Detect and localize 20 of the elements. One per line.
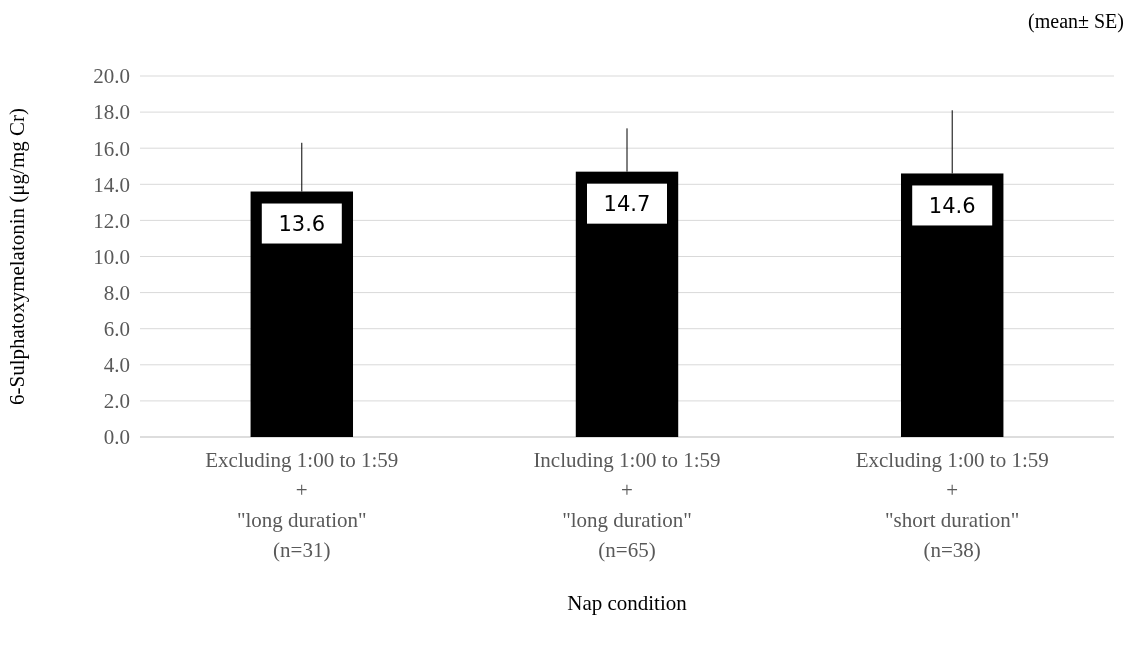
y-tick-label: 18.0: [93, 100, 130, 125]
y-axis-title: 6-Sulphatoxymelatonin (μg/mg Cr): [5, 107, 29, 406]
y-tick-label: 20.0: [93, 64, 130, 89]
y-tick-label: 16.0: [93, 136, 130, 161]
data-label: 14.6: [928, 193, 976, 218]
y-tick-label: 2.0: [103, 389, 130, 414]
data-label: 13.6: [278, 211, 326, 236]
x-tick-label: Excluding 1:00 to 1:59 + "long duration" (n=31): [205, 448, 399, 562]
y-tick-label: 8.0: [103, 280, 130, 305]
data-label: 14.7: [603, 192, 651, 217]
y-tick-label: 12.0: [93, 208, 130, 233]
y-tick-label: 0.0: [103, 425, 130, 450]
text: (mean± SE): [1028, 10, 1124, 33]
y-tick-label: 10.0: [93, 244, 130, 269]
x-axis-title: Nap condition: [567, 591, 688, 615]
y-tick-label: 14.0: [93, 172, 130, 197]
y-tick-label: 4.0: [103, 353, 130, 378]
x-tick-label: Including 1:00 to 1:59 + "long duration" (n=65): [533, 448, 721, 562]
y-tick-label: 6.0: [103, 317, 130, 342]
x-tick-label: Excluding 1:00 to 1:59 + "short duration" (n=38): [855, 448, 1049, 562]
